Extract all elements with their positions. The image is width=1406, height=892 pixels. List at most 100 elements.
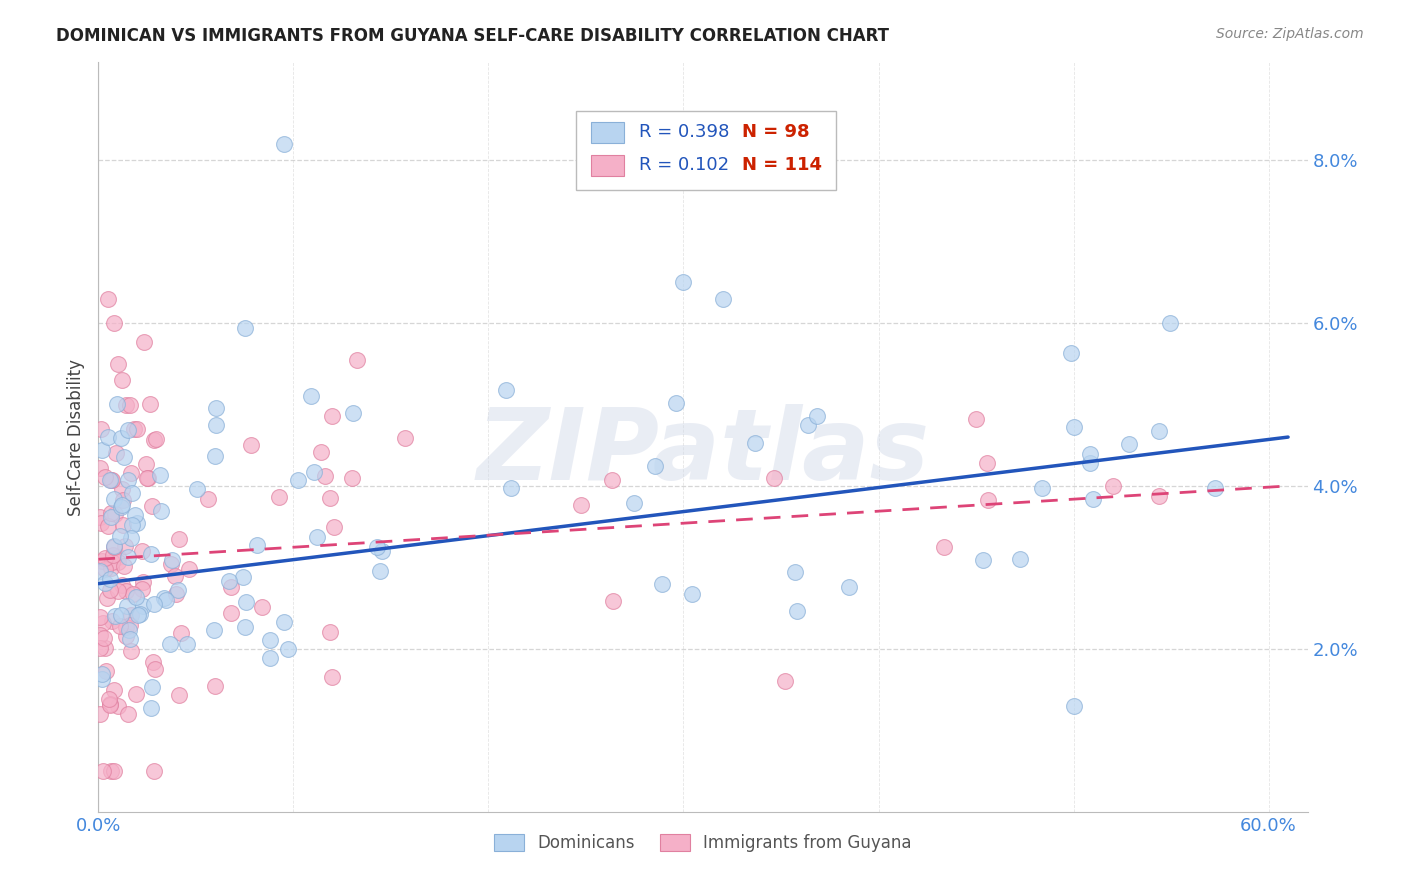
Point xyxy=(90,666,112,681)
Point xyxy=(202,624,225,638)
Point xyxy=(744,436,766,450)
Point xyxy=(135,458,157,472)
Point xyxy=(1204,481,1226,495)
Point xyxy=(117,550,139,565)
Point xyxy=(672,276,695,290)
Point xyxy=(495,383,517,397)
Point xyxy=(143,661,166,675)
Point xyxy=(125,687,148,701)
Point xyxy=(204,449,226,463)
Point xyxy=(176,637,198,651)
FancyBboxPatch shape xyxy=(576,112,837,190)
Point xyxy=(110,619,132,633)
Point xyxy=(117,423,139,437)
Point xyxy=(101,473,124,487)
Point xyxy=(287,473,309,487)
Point xyxy=(115,599,138,613)
Point xyxy=(165,587,187,601)
Point xyxy=(120,607,142,622)
Point xyxy=(105,446,128,460)
Point xyxy=(91,672,114,686)
Point xyxy=(155,593,177,607)
Point xyxy=(111,493,134,508)
Point xyxy=(1159,317,1181,331)
Point xyxy=(110,500,132,514)
Point xyxy=(120,466,142,480)
Point xyxy=(1147,489,1170,503)
Point xyxy=(101,614,124,628)
Point xyxy=(394,431,416,445)
Point xyxy=(101,555,124,569)
Point xyxy=(124,508,146,522)
Point xyxy=(977,492,1000,507)
Point xyxy=(115,584,138,599)
Point xyxy=(107,556,129,570)
Point xyxy=(110,607,132,622)
Point xyxy=(785,565,807,579)
Point xyxy=(127,422,149,436)
Point xyxy=(1078,456,1101,470)
Point xyxy=(103,492,125,507)
Point xyxy=(97,430,120,444)
Point xyxy=(651,577,673,591)
Point xyxy=(145,432,167,446)
Point xyxy=(103,540,125,554)
Point xyxy=(623,496,645,510)
Point xyxy=(111,498,134,512)
Point xyxy=(346,352,368,367)
Point xyxy=(91,615,114,630)
Point xyxy=(121,518,143,533)
Point xyxy=(89,460,111,475)
Point xyxy=(93,562,115,576)
Point xyxy=(1078,447,1101,461)
Point xyxy=(267,490,290,504)
Point xyxy=(90,516,112,530)
Bar xyxy=(591,154,624,176)
Point xyxy=(159,637,181,651)
Point xyxy=(120,632,142,646)
Point xyxy=(103,682,125,697)
Point xyxy=(302,466,325,480)
Point xyxy=(143,433,166,447)
Point xyxy=(100,764,122,778)
Point xyxy=(131,544,153,558)
Point xyxy=(299,389,322,403)
Point xyxy=(681,587,703,601)
Point xyxy=(259,632,281,647)
Point xyxy=(169,688,191,702)
Point xyxy=(125,590,148,604)
Point xyxy=(136,471,159,485)
Point xyxy=(165,569,187,583)
Point xyxy=(972,552,994,566)
Point xyxy=(179,562,201,576)
Point xyxy=(218,574,240,588)
Point xyxy=(114,539,136,553)
Point xyxy=(121,486,143,500)
Point xyxy=(120,644,142,658)
Text: ZIPatlas: ZIPatlas xyxy=(477,403,929,500)
Point xyxy=(1031,481,1053,495)
Point xyxy=(1060,345,1083,359)
Point xyxy=(319,491,342,506)
Point xyxy=(100,561,122,575)
Point xyxy=(100,510,122,524)
Point xyxy=(246,538,269,552)
Point xyxy=(91,764,114,778)
Text: R = 0.398: R = 0.398 xyxy=(638,123,730,141)
Point xyxy=(97,518,120,533)
Point xyxy=(94,664,117,678)
Point xyxy=(98,473,121,487)
Point xyxy=(139,397,162,411)
Point xyxy=(159,557,181,571)
Point xyxy=(98,698,121,712)
Point xyxy=(1063,419,1085,434)
Point xyxy=(90,422,112,436)
Point xyxy=(131,582,153,596)
Point xyxy=(167,533,190,547)
Point xyxy=(112,450,135,465)
Point xyxy=(221,580,243,594)
Point xyxy=(141,500,163,514)
Point xyxy=(806,409,828,424)
Point xyxy=(93,550,115,565)
Point xyxy=(118,624,141,638)
